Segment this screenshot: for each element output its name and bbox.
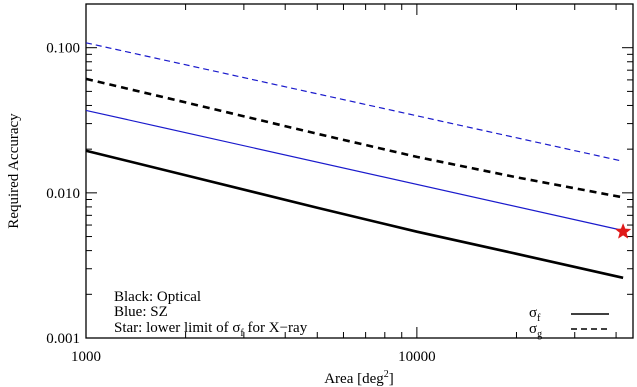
y-tick-label: 0.100 [46,41,80,57]
series-line-sz_g [85,42,624,162]
series-line-sz_f [85,109,624,232]
legend: σf σg [529,305,609,340]
series-line-opt_g [85,77,624,199]
series-line-opt_f [85,149,624,280]
series-layer [85,42,624,280]
annotation-block: Black: Optical Blue: SZ Star: lower limi… [114,289,308,339]
y-tick-label: 0.010 [46,186,80,202]
x-tick-label: 1000 [71,349,101,365]
legend-label-sigma-g: σg [529,321,542,340]
annotation-optical: Black: Optical [114,289,201,305]
star-layer [614,223,632,239]
y-tick-label: 0.001 [46,331,80,347]
legend-label-sigma-f: σf [529,305,541,324]
axis-ticks [85,3,633,339]
x-tick-label: 10000 [398,349,436,365]
y-axis-title: Required Accuracy [6,113,22,229]
x-axis-title: Area [deg2] [324,369,394,387]
annotation-star: Star: lower limit of σf for X−ray [114,320,308,339]
star-marker [614,223,632,239]
plot-frame [85,3,634,339]
tick-labels: 1000 10000 0.001 0.010 0.100 [46,41,435,365]
annotation-sz: Blue: SZ [114,304,168,320]
